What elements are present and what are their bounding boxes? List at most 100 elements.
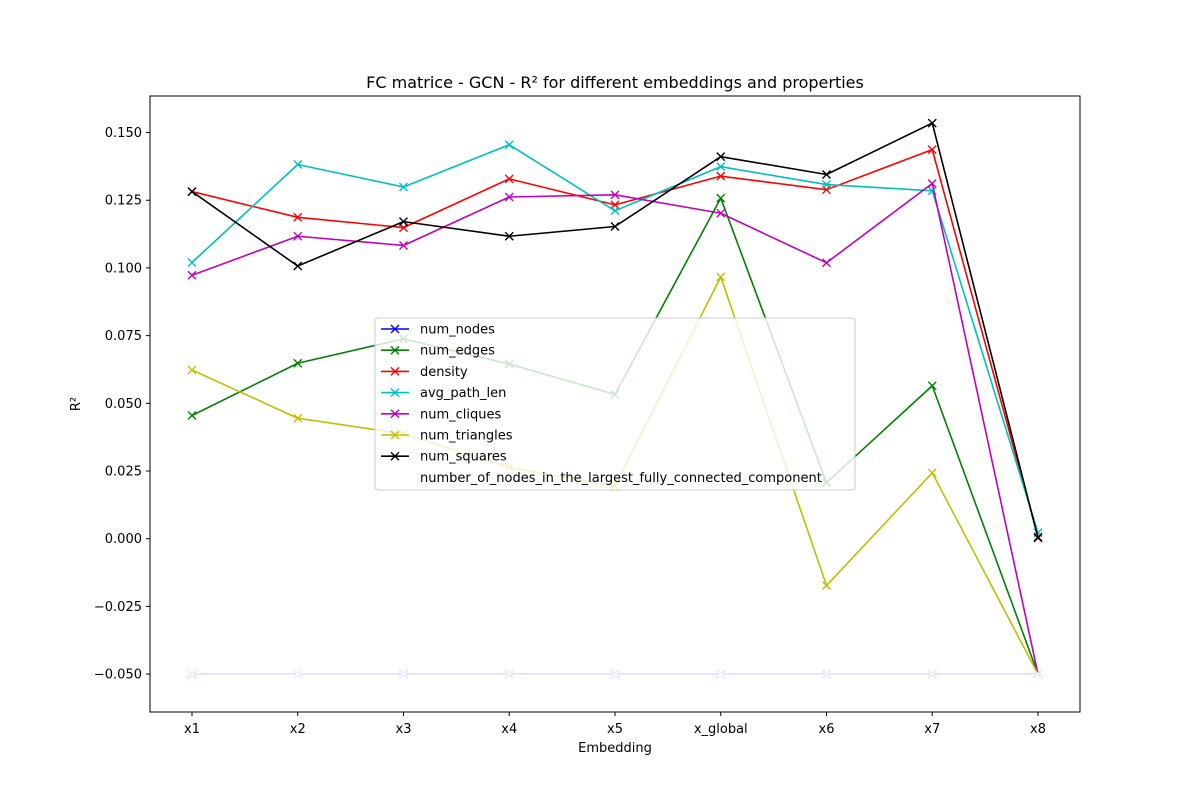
legend-label: num_triangles (420, 429, 513, 444)
legend-item: num_nodes (381, 323, 495, 338)
data-point (927, 178, 937, 188)
y-tick-label: 0.125 (105, 194, 142, 209)
data-point (399, 240, 408, 250)
data-point (822, 581, 831, 591)
x-tick-label: x4 (501, 722, 517, 737)
data-point (610, 190, 620, 200)
data-point (293, 413, 303, 423)
data-point (187, 669, 197, 679)
legend-item: num_edges (381, 344, 495, 359)
data-point (1033, 669, 1043, 679)
data-point (716, 193, 726, 203)
data-point (504, 192, 514, 202)
legend-item: num_squares (381, 450, 507, 465)
y-axis: −0.050 −0.025 0.000 0.025 0.050 0.075 0.100 0.1… (94, 126, 150, 683)
data-point (822, 258, 831, 268)
data-point (716, 208, 726, 218)
data-point (187, 270, 197, 280)
data-point (716, 669, 726, 679)
data-point (504, 669, 514, 679)
data-point (927, 381, 937, 391)
x-tick-label: x5 (607, 722, 623, 737)
data-point (610, 206, 620, 216)
legend-item: density (381, 365, 468, 380)
series-density (187, 145, 1043, 542)
legend-label: avg_path_len (420, 386, 506, 401)
data-point (1033, 533, 1043, 543)
data-point (293, 160, 303, 169)
data-point (927, 145, 937, 155)
series-num_squares (187, 118, 1043, 543)
legend-item: num_triangles (381, 429, 513, 444)
x-tick-label: x1 (184, 722, 200, 737)
data-point (187, 411, 197, 421)
y-tick-label: 0.075 (105, 329, 142, 344)
y-tick-label: 0.150 (105, 126, 142, 141)
data-point (716, 171, 726, 181)
data-point (399, 669, 408, 679)
data-point (504, 174, 514, 184)
data-point (293, 231, 303, 241)
data-point (716, 162, 726, 172)
legend-label: num_edges (420, 344, 495, 359)
data-point (399, 182, 408, 192)
y-tick-label: −0.050 (94, 668, 142, 683)
legend-label: num_cliques (420, 407, 502, 422)
legend-marker (390, 472, 400, 482)
legend-marker (390, 345, 400, 355)
legend-box (374, 317, 856, 491)
data-point (927, 118, 937, 128)
series-avg_path_len (187, 140, 1043, 538)
legend-label: num_squares (420, 450, 507, 465)
x-axis-label: Embedding (578, 741, 652, 756)
legend-marker (390, 324, 400, 334)
y-tick-label: 0.050 (105, 397, 142, 412)
legend-marker (390, 451, 400, 461)
data-point (610, 669, 620, 679)
legend-item: number_of_nodes_in_the_largest_fully_con… (381, 471, 822, 486)
x-tick-label: x3 (396, 722, 412, 737)
data-point (187, 258, 197, 268)
x-tick-label: x7 (924, 722, 940, 737)
legend-label: density (420, 365, 468, 380)
data-point (293, 669, 303, 679)
x-tick-label: x8 (1030, 722, 1046, 737)
chart-title: FC matrice - GCN - R² for different embe… (366, 73, 864, 92)
data-point (610, 222, 620, 232)
y-tick-label: −0.025 (94, 600, 142, 615)
data-point (187, 365, 197, 375)
x-tick-label: x6 (819, 722, 835, 737)
y-tick-label: 0.025 (105, 465, 142, 480)
y-tick-label: 0.100 (105, 261, 142, 276)
data-point (504, 231, 514, 241)
data-point (822, 170, 831, 180)
legend-marker (390, 409, 400, 419)
y-axis-label: R² (69, 397, 84, 411)
legend-item: num_cliques (381, 407, 502, 422)
y-tick-label: 0.000 (105, 532, 142, 547)
data-point (716, 152, 726, 162)
legend-item: avg_path_len (381, 386, 506, 401)
data-point (293, 212, 303, 222)
legend-label: num_nodes (420, 323, 495, 338)
data-point (187, 187, 197, 197)
series-num_cliques (187, 178, 1043, 679)
x-axis: x1 x2 x3 x4 x5 x_global x6 x7 x8 (184, 712, 1046, 737)
series-number_of_nodes_in_the_largest_fully_connected_component (187, 669, 1043, 679)
legend-label: number_of_nodes_in_the_largest_fully_con… (420, 471, 822, 486)
x-tick-label: x2 (290, 722, 306, 737)
data-point (293, 261, 303, 271)
data-point (293, 358, 303, 368)
plot-area (187, 118, 1043, 679)
data-point (716, 272, 726, 282)
legend-marker (390, 366, 400, 376)
data-point (822, 669, 831, 679)
x-tick-label: x_global (694, 722, 748, 737)
data-point (927, 468, 937, 478)
data-point (822, 180, 831, 190)
data-point (927, 669, 937, 679)
legend-marker (390, 388, 400, 398)
legend-marker (390, 430, 400, 440)
